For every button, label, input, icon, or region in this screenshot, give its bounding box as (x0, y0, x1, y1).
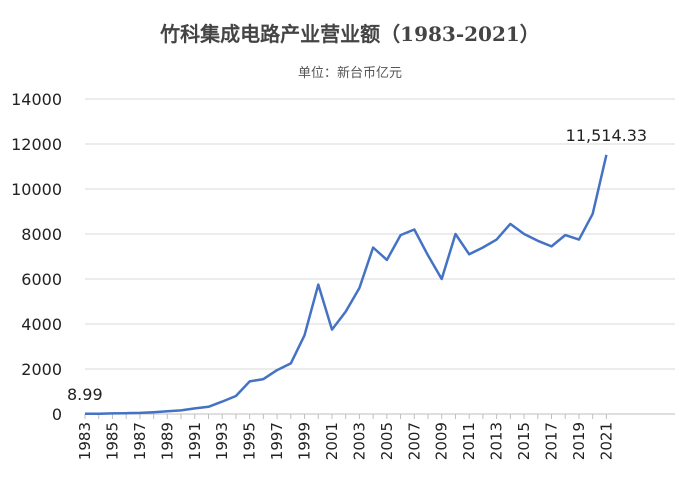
y-tick-label: 14000 (11, 90, 62, 109)
y-tick-label: 2000 (21, 360, 62, 379)
x-tick-label: 2021 (597, 422, 615, 460)
x-tick-label: 1997 (268, 422, 286, 460)
data-label: 11,514.33 (566, 126, 647, 145)
y-tick-label: 10000 (11, 180, 62, 199)
x-tick-label: 1989 (158, 422, 176, 460)
x-tick-label: 2015 (515, 422, 533, 460)
series-line (84, 154, 608, 416)
x-tick-label: 1983 (76, 422, 94, 460)
y-tick-label: 4000 (21, 315, 62, 334)
x-tick-label: 1995 (241, 422, 259, 460)
x-tick-label: 2009 (433, 422, 451, 460)
chart-title: 竹科集成电路产业营业额（1983-2021） (160, 22, 540, 46)
x-tick-label: 2007 (405, 422, 423, 460)
x-tick-label: 2003 (350, 422, 368, 460)
x-tick-label: 2019 (570, 422, 588, 460)
chart-subtitle: 单位：新台币亿元 (297, 66, 402, 81)
y-tick-label: 0 (52, 405, 62, 424)
y-tick-label: 12000 (11, 135, 62, 154)
x-tick-label: 1993 (213, 422, 231, 460)
x-tick-label: 2005 (378, 422, 396, 460)
y-tick-label: 6000 (21, 270, 62, 289)
y-tick-label: 8000 (21, 225, 62, 244)
x-tick-label: 1991 (186, 422, 204, 460)
x-tick-label: 2017 (543, 422, 561, 460)
x-tick-label: 2011 (460, 422, 478, 460)
x-tick-label: 1999 (296, 422, 314, 460)
data-label: 8.99 (67, 385, 103, 404)
x-tick-label: 1985 (103, 422, 121, 460)
x-tick-label: 1987 (131, 422, 149, 460)
x-tick-label: 2013 (488, 422, 506, 460)
x-tick-label: 2001 (323, 422, 341, 460)
